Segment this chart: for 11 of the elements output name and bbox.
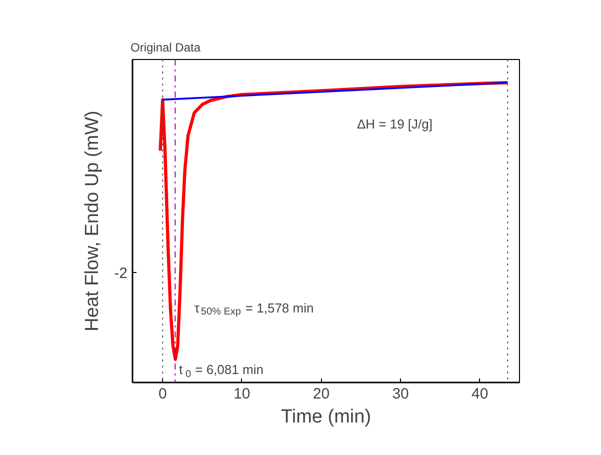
x-tick-label: 10: [234, 386, 250, 402]
annotation: t0 = 6,081 min: [178, 362, 264, 380]
x-axis-title: Time (min): [280, 406, 372, 428]
x-tick-label: 40: [472, 386, 488, 402]
x-tick-label: 0: [158, 386, 167, 402]
x-tick-label: 20: [312, 386, 330, 402]
chart-title: Original Data: [130, 40, 201, 54]
text: -2: [114, 265, 128, 282]
x-tick-label: 30: [392, 386, 409, 402]
annotation: ΔH = 19 [J/g]: [356, 116, 432, 132]
y-axis-title: Heat Flow, Endo Up (mW): [82, 110, 104, 332]
